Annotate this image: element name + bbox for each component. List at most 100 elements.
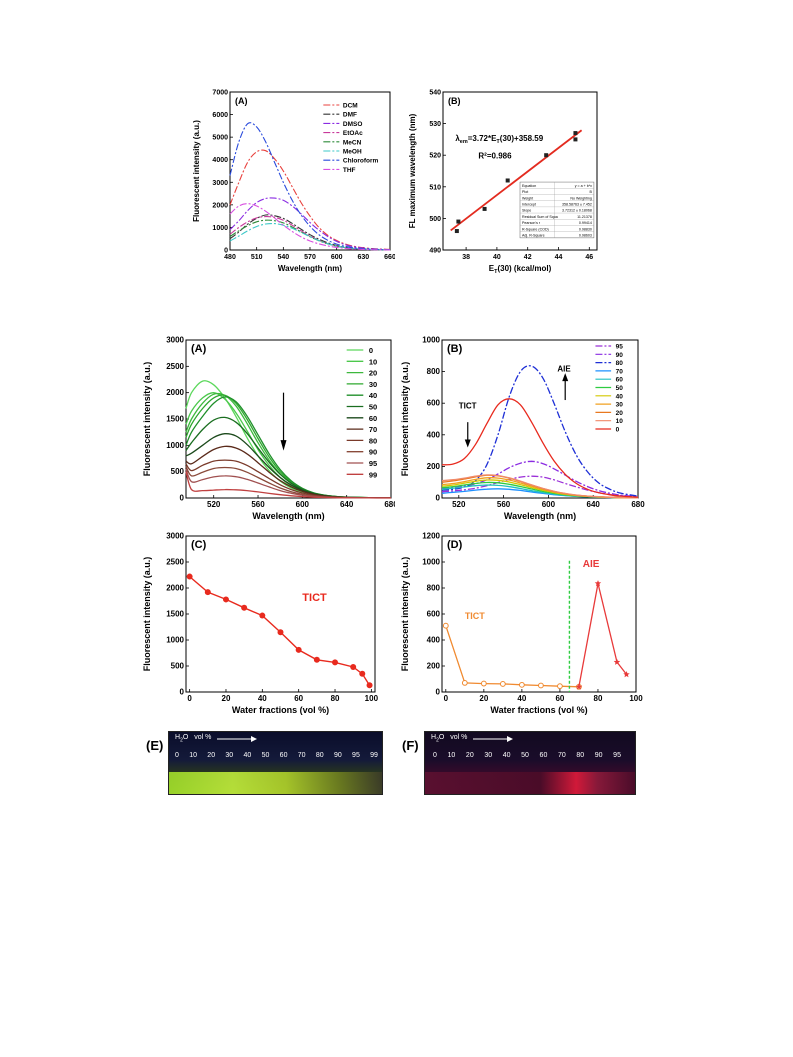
legend-label: 60	[616, 377, 624, 384]
tict-point	[461, 680, 468, 686]
data-point	[505, 178, 510, 183]
y-tick-label: 600	[427, 399, 441, 408]
x-tick-label: 600	[296, 500, 310, 509]
y-tick-label: 0	[224, 248, 228, 255]
data-point	[366, 682, 373, 689]
x-axis-label: Water fractions (vol %)	[232, 705, 329, 715]
y-tick-label: 800	[427, 584, 441, 593]
legend-label: EtOAc	[343, 130, 363, 137]
legend-label: 95	[369, 459, 377, 468]
legend-label: 70	[616, 368, 624, 375]
x-tick-label: 100	[629, 694, 643, 703]
vial-label: 90	[333, 752, 342, 759]
series-line-chloroform	[229, 122, 391, 251]
fit-table	[519, 181, 595, 239]
y-tick-label: 1500	[166, 415, 184, 424]
vial-label: 10	[189, 752, 197, 759]
x-tick-label: 560	[251, 500, 265, 509]
plot-frame	[441, 339, 639, 499]
y-tick-label: 7000	[212, 90, 228, 97]
legend-label: 0	[369, 346, 373, 355]
data-point	[573, 131, 578, 136]
fit-line	[450, 129, 583, 232]
panel-label: (D)	[447, 539, 463, 551]
tict-point	[538, 682, 544, 689]
photo-e-label: (E)	[146, 738, 164, 753]
y-tick-label: 800	[427, 367, 441, 376]
series-line-etoac	[229, 216, 391, 251]
series-line-meoh	[229, 222, 391, 251]
legend-label: MeOH	[343, 149, 362, 156]
photo-f-h2o: H2O vol %	[431, 734, 468, 744]
x-axis-label-tail: (30) (kcal/mol)	[497, 264, 551, 273]
tict-point	[442, 622, 449, 629]
vial-label: 50	[261, 752, 270, 759]
data-point	[277, 629, 284, 636]
panel-label: (B)	[448, 96, 461, 106]
vial-label: 40	[502, 752, 511, 759]
x-tick-label: 40	[517, 694, 526, 703]
y-tick-label: 1200	[422, 532, 440, 541]
x-tick-label: 100	[365, 694, 379, 703]
legend-label: 10	[616, 418, 624, 425]
legend-label: 60	[369, 414, 377, 423]
legend-label: THF	[343, 167, 356, 174]
vial-label: 30	[484, 752, 493, 759]
x-tick-label: 570	[304, 254, 316, 261]
photo-f: H2O vol % 0 10 20 30 40 50 60 70 80 90 95	[424, 731, 636, 795]
x-tick-label: 640	[340, 500, 354, 509]
legend-label: 20	[616, 410, 624, 417]
y-axis-label: Fluorescent intensity (a.u.)	[142, 362, 152, 477]
tict-annotation: TICT	[459, 402, 477, 411]
photo-e-arrow	[217, 736, 257, 742]
y-tick-label: 530	[429, 121, 441, 128]
x-tick-label: 80	[594, 694, 603, 703]
x-tick-label: 640	[587, 500, 601, 509]
plot-frame	[442, 91, 598, 251]
y-tick-label: 0	[436, 688, 441, 697]
y-tick-label: 2500	[166, 558, 184, 567]
y-tick-label: 3000	[166, 336, 184, 345]
x-tick-label: 540	[277, 254, 289, 261]
data-point	[259, 612, 266, 619]
x-axis-label: ET(30) (kcal/mol)	[489, 264, 552, 275]
fit-table-key: Slope	[522, 209, 531, 213]
tict-point	[518, 681, 525, 688]
fit-table-value: 0.98603	[579, 233, 592, 237]
legend-label: Chloroform	[343, 158, 379, 165]
fit-table-value: y = a + b*x	[575, 184, 592, 188]
series-line-20	[185, 392, 392, 499]
panel-label: (C)	[191, 539, 207, 551]
series-line-10	[441, 474, 639, 499]
vial-label: 20	[207, 752, 216, 759]
y-axis-label: Fluorescent intensity (a.u.)	[400, 362, 410, 477]
chart-mid-c: 0 20 40 60 80 100050010001500200025003000Wate…	[142, 532, 379, 716]
x-tick-label: 38	[462, 254, 470, 261]
aie-annotation: AIE	[557, 365, 571, 374]
photo-f-label: (F)	[402, 738, 419, 753]
y-tick-label: 500	[171, 467, 185, 476]
vial-label: 70	[297, 752, 306, 759]
vial-label: 95	[613, 752, 621, 759]
legend-label: 40	[616, 393, 624, 400]
x-tick-label: 46	[585, 254, 593, 261]
y-tick-label: 0	[180, 688, 185, 697]
y-tick-label: 490	[429, 248, 441, 255]
vial-label: 99	[370, 752, 378, 759]
fit-table-value: B	[590, 190, 593, 194]
aie-annotation: AIE	[583, 559, 600, 570]
x-tick-label: 60	[294, 694, 303, 703]
panel-label: (B)	[447, 343, 463, 355]
series-line-80	[441, 365, 639, 497]
data-point	[456, 219, 461, 224]
x-tick-label: 600	[331, 254, 343, 261]
series-line-mecn	[229, 219, 391, 251]
fit-table-value: 0.98830	[579, 227, 592, 231]
series-line-90	[441, 460, 639, 498]
legend-label: 0	[616, 427, 620, 434]
chart-mid-b: 520 560 600 640 68002004006008001000Waveleng…	[400, 336, 645, 522]
arrow-up-head	[562, 373, 569, 382]
y-tick-label: 400	[427, 430, 441, 439]
tict-point	[499, 681, 506, 687]
